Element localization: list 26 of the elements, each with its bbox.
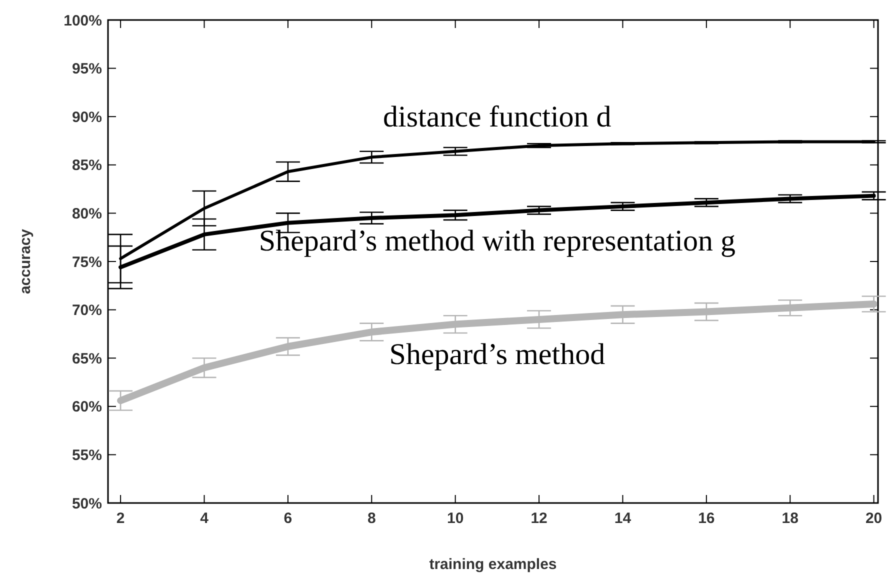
x-tick-label: 8 (367, 510, 376, 527)
x-tick-label: 20 (865, 510, 882, 527)
y-tick-label: 75% (72, 254, 102, 271)
y-tick-label: 100% (64, 12, 102, 30)
series-label: distance function d (383, 100, 612, 134)
y-tick-label: 55% (72, 446, 102, 464)
y-tick-label: 90% (72, 108, 102, 126)
x-tick-label: 14 (614, 510, 632, 527)
x-tick-label: 12 (530, 510, 548, 527)
y-tick-label: 85% (72, 157, 102, 174)
y-axis-title: accuracy (17, 228, 34, 294)
x-tick-label: 6 (284, 510, 292, 527)
x-axis-title: training examples (429, 556, 557, 573)
y-tick-label: 70% (72, 302, 102, 320)
x-tick-label: 18 (782, 510, 798, 527)
x-tick-label: 10 (446, 510, 464, 527)
y-tick-label: 95% (72, 60, 102, 78)
y-tick-label: 50% (72, 495, 102, 512)
x-tick-label: 2 (116, 510, 125, 527)
y-tick-label: 65% (72, 350, 102, 368)
series-label: Shepard’s method with representation g (258, 224, 736, 258)
y-tick-label: 80% (72, 205, 102, 222)
x-tick-label: 4 (200, 510, 210, 527)
y-tick-label: 60% (72, 398, 102, 416)
series-label: Shepard’s method (389, 338, 606, 371)
x-tick-label: 16 (698, 510, 715, 527)
